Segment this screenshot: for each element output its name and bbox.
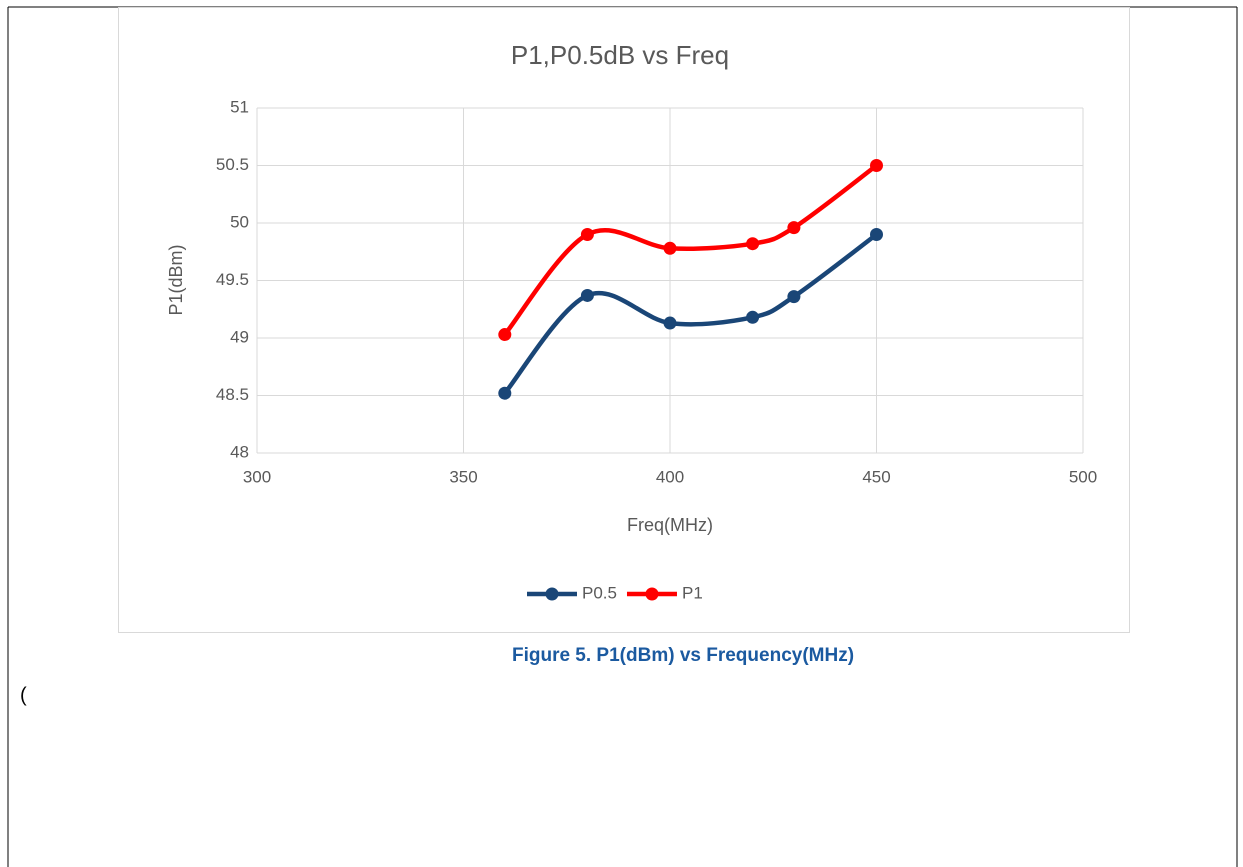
x-tick-label: 500	[1069, 467, 1097, 486]
body-text: (	[20, 684, 27, 706]
legend-marker	[545, 587, 559, 601]
x-tick-label: 300	[243, 467, 271, 486]
x-tick-label: 350	[449, 467, 477, 486]
legend-label: P1	[682, 583, 703, 602]
series-marker	[870, 159, 883, 172]
y-tick-label: 50	[230, 212, 249, 231]
y-tick-label: 51	[230, 97, 249, 116]
series-marker	[580, 228, 594, 241]
series-marker	[870, 228, 883, 241]
chart-frame	[118, 7, 1130, 633]
x-tick-label: 400	[656, 467, 684, 486]
series-line	[502, 232, 879, 396]
x-axis-title: Freq(MHz)	[627, 515, 713, 535]
chart-title: P1,P0.5dB vs Freq	[511, 40, 729, 70]
y-tick-label: 48.5	[216, 385, 249, 404]
series-line	[502, 163, 879, 337]
y-tick-label: 48	[230, 442, 249, 461]
series-marker	[746, 310, 760, 324]
y-tick-label: 49.5	[216, 270, 249, 289]
y-axis-title: P1(dBm)	[166, 244, 186, 315]
series-marker	[746, 237, 760, 251]
series-marker	[787, 221, 801, 235]
legend-label: P0.5	[582, 583, 617, 602]
series-marker	[498, 328, 512, 342]
y-tick-label: 50.5	[216, 155, 249, 174]
series-marker	[663, 241, 677, 255]
series-marker	[663, 316, 677, 330]
series-marker	[580, 288, 594, 302]
legend-marker	[645, 587, 659, 601]
plot-area: 48 48.5 49 49.5 50 50.5 51 300 350 400 450 500 P0.5 P…	[216, 97, 1097, 602]
series-marker	[787, 290, 801, 304]
series-marker	[498, 386, 512, 400]
caption: Figure 5. P1(dBm) vs Frequency(MHz)	[512, 645, 854, 666]
x-tick-label: 450	[862, 467, 890, 486]
y-tick-label: 49	[230, 327, 249, 346]
